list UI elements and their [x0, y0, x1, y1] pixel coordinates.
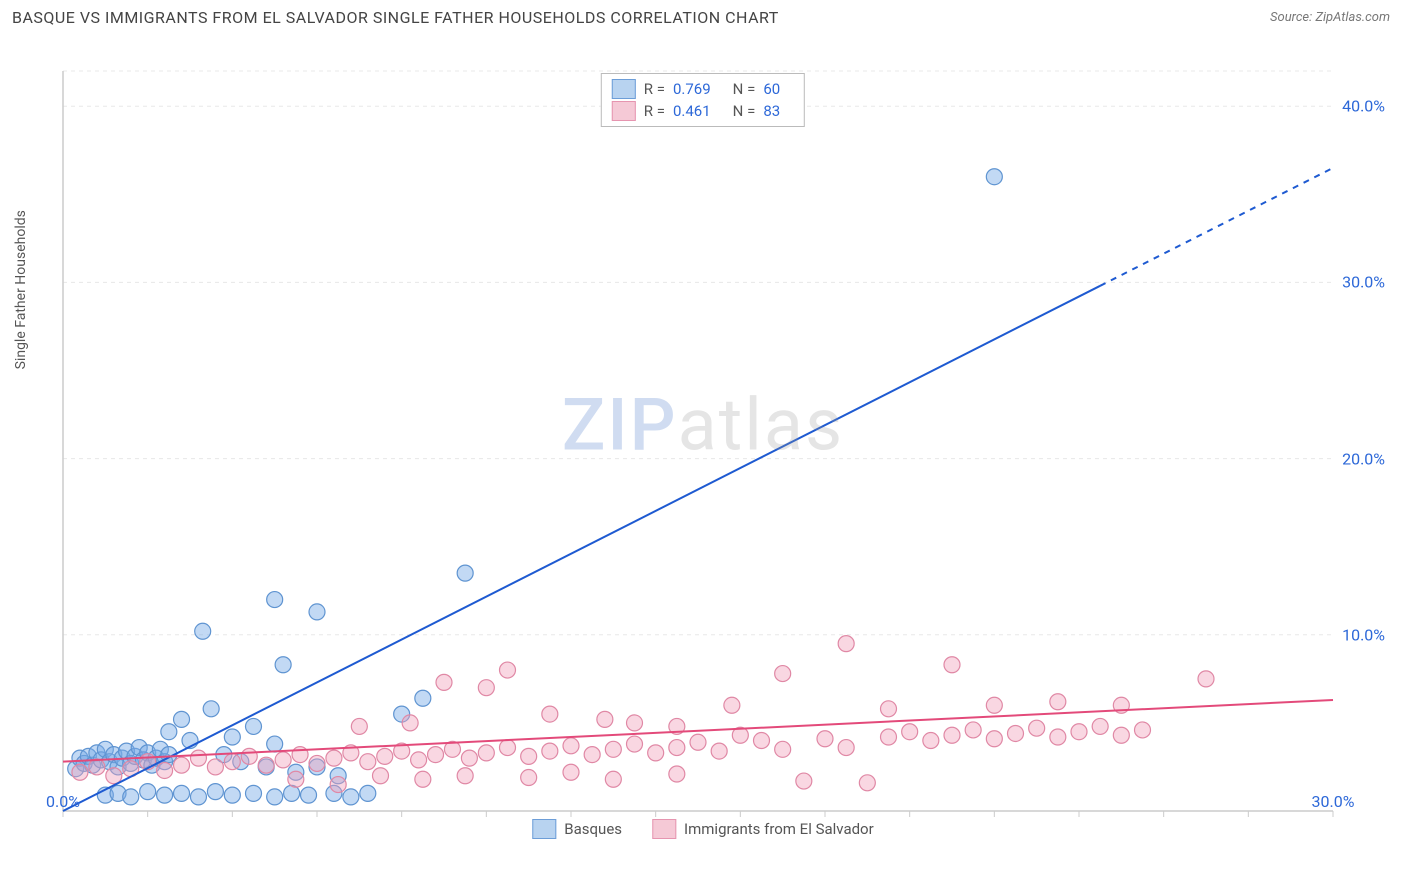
swatch-immigrants — [612, 101, 636, 121]
stats-legend: R = 0.769 N = 60 R = 0.461 N = 83 — [601, 73, 805, 127]
chart-container: Single Father Households ZIPatlas R = 0.… — [13, 31, 1393, 851]
stats-row-basques: R = 0.769 N = 60 — [612, 78, 794, 100]
source-text: Source: ZipAtlas.com — [1270, 10, 1390, 25]
xtick-label: 0.0% — [46, 792, 80, 811]
xtick-label: 30.0% — [1312, 792, 1355, 811]
chart-svg — [13, 31, 1393, 851]
n-value-immigrants: 83 — [763, 102, 780, 120]
n-value-basques: 60 — [763, 80, 780, 98]
y-axis-label: Single Father Households — [13, 210, 29, 369]
bottom-legend: Basques Immigrants from El Salvador — [532, 819, 873, 839]
ytick-label: 30.0% — [1342, 273, 1385, 292]
ytick-label: 10.0% — [1342, 625, 1385, 644]
ytick-label: 20.0% — [1342, 449, 1385, 468]
legend-item-immigrants: Immigrants from El Salvador — [652, 819, 874, 839]
swatch-basques — [612, 79, 636, 99]
ytick-label: 40.0% — [1342, 97, 1385, 116]
legend-swatch-basques — [532, 819, 556, 839]
legend-swatch-immigrants — [652, 819, 676, 839]
chart-header: BASQUE VS IMMIGRANTS FROM EL SALVADOR SI… — [0, 0, 1406, 31]
stats-row-immigrants: R = 0.461 N = 83 — [612, 100, 794, 122]
r-value-basques: 0.769 — [673, 80, 711, 98]
chart-title: BASQUE VS IMMIGRANTS FROM EL SALVADOR SI… — [12, 8, 779, 27]
r-value-immigrants: 0.461 — [673, 102, 711, 120]
legend-item-basques: Basques — [532, 819, 622, 839]
